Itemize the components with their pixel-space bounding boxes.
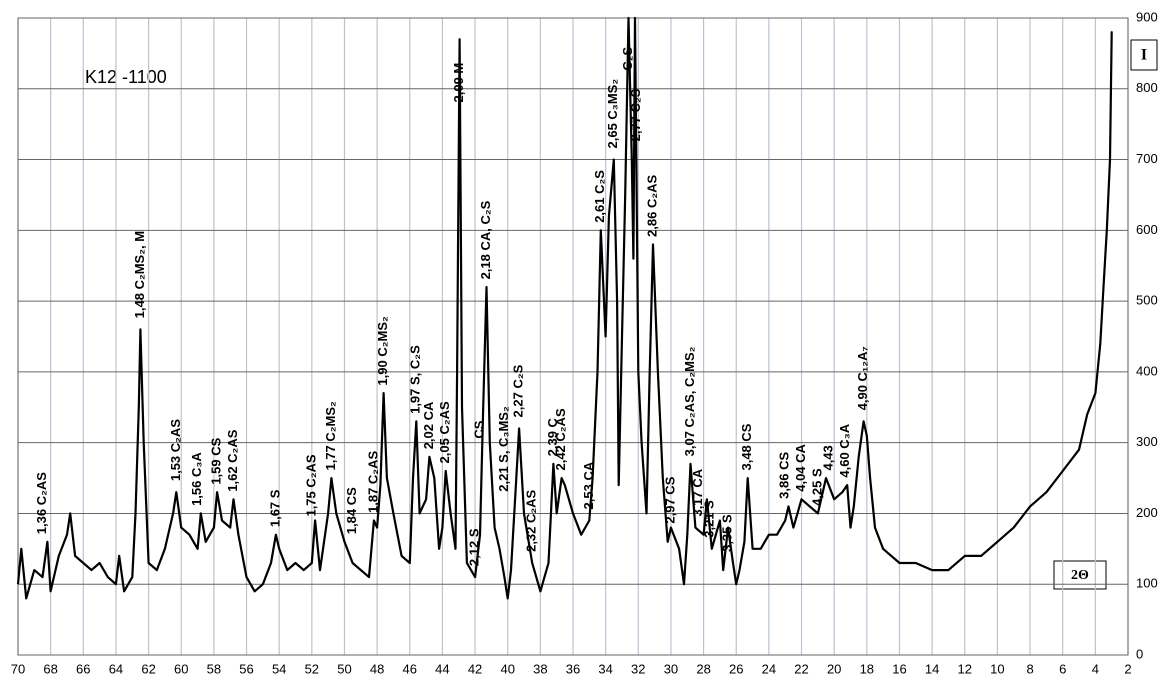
x-tick-label: 56 — [239, 661, 253, 676]
peak-label: 3,48 CS — [739, 423, 754, 470]
x-tick-label: 32 — [631, 661, 645, 676]
peak-label: 2,39 C — [545, 417, 560, 456]
peak-label: 2,21 S, C₃MS₂ — [496, 406, 511, 492]
peak-label: 3,35 S — [720, 514, 735, 552]
peak-label: 1,87 C₂AS — [365, 451, 380, 513]
peak-label: 1,75 C₂AS — [303, 454, 318, 516]
peak-label: 1,84 CS — [344, 487, 359, 534]
x-tick-label: 36 — [566, 661, 580, 676]
x-tick-label: 68 — [43, 661, 57, 676]
peak-label: 3,07 C₂AS, C₂MS₂ — [682, 346, 697, 456]
peak-label: 2,77 C₂S — [628, 88, 643, 141]
y-tick-label: 200 — [1136, 505, 1158, 520]
x-tick-label: 50 — [337, 661, 351, 676]
peak-label: 2,97 CS — [662, 476, 677, 523]
y-tick-label: 400 — [1136, 363, 1158, 378]
peak-label: 2,32 C₂AS — [524, 489, 539, 551]
peak-label: 1,90 C₂MS₂ — [375, 316, 390, 386]
x-axis-label: 2Θ — [1071, 568, 1089, 583]
x-tick-label: 14 — [925, 661, 939, 676]
x-tick-label: 60 — [174, 661, 188, 676]
peak-label: 4,43 — [821, 445, 836, 470]
peak-label: 1,59 CS — [209, 437, 224, 484]
x-tick-label: 2 — [1124, 661, 1131, 676]
peak-label: 2,61 C₂S — [592, 170, 607, 223]
peak-label: 2,42 C₂AS — [553, 408, 568, 470]
plot-frame — [17, 17, 1129, 656]
x-tick-label: 12 — [958, 661, 972, 676]
peak-label: 1,67 S — [267, 489, 282, 527]
y-tick-label: 600 — [1136, 222, 1158, 237]
peak-label: 2,86 C₂AS — [644, 174, 659, 236]
x-tick-label: 10 — [990, 661, 1004, 676]
x-tick-label: 40 — [500, 661, 514, 676]
x-tick-label: 64 — [109, 661, 123, 676]
y-tick-label: 900 — [1136, 9, 1158, 24]
x-tick-label: 48 — [370, 661, 384, 676]
diffraction-line — [16, 16, 1113, 600]
peak-label: C₂S — [620, 46, 635, 70]
x-tick-label: 24 — [762, 661, 776, 676]
y-axis-label: I — [1141, 47, 1147, 64]
y-tick-label: 100 — [1136, 576, 1158, 591]
peak-label: 4,04 CA — [793, 443, 808, 491]
x-tick-label: 62 — [141, 661, 155, 676]
y-tick-label: 700 — [1136, 151, 1158, 166]
x-tick-label: 18 — [860, 661, 874, 676]
x-tick-label: 38 — [533, 661, 547, 676]
x-tick-label: 52 — [305, 661, 319, 676]
x-tick-label: 34 — [598, 661, 612, 676]
x-tick-label: 6 — [1059, 661, 1066, 676]
peak-label: 1,62 C₂AS — [225, 429, 240, 491]
peak-label: 1,56 C₃A — [189, 452, 204, 506]
peak-label: 1,97 S, C₂S — [408, 345, 423, 414]
peak-label: 3,86 CS — [777, 452, 792, 499]
y-tick-label: 500 — [1136, 293, 1158, 308]
peak-label: 4,90 C₁₂A₇ — [855, 346, 870, 410]
x-tick-label: 8 — [1026, 661, 1033, 676]
x-tick-label: 46 — [403, 661, 417, 676]
peak-label: 2,27 C₂S — [511, 364, 526, 417]
x-tick-label: 16 — [892, 661, 906, 676]
peak-label: 3,17 CA — [690, 468, 705, 516]
peak-label: 2,65 C₃MS₂ — [605, 79, 620, 149]
y-tick-label: 0 — [1136, 646, 1143, 661]
x-tick-label: 54 — [272, 661, 286, 676]
x-tick-label: 42 — [468, 661, 482, 676]
x-tick-label: 66 — [76, 661, 90, 676]
y-label-box — [1130, 39, 1158, 71]
x-tick-label: 44 — [435, 661, 449, 676]
peak-label: 1,53 C₂AS — [168, 419, 183, 481]
x-tick-label: 28 — [696, 661, 710, 676]
peak-label: 2,05 C₂AS — [437, 401, 452, 463]
peak-label: 2,02 CA — [421, 401, 436, 449]
peak-label: 3,21 S — [702, 500, 717, 538]
peak-label: 1,48 C₂MS₂, M — [132, 231, 147, 318]
x-tick-label: 58 — [207, 661, 221, 676]
peak-label: 2,12 S — [466, 528, 481, 566]
peak-label: 2,18 CA, C₂S — [478, 200, 493, 279]
y-tick-label: 800 — [1136, 80, 1158, 95]
chart-title: K12 -1100 — [85, 67, 167, 87]
peak-label: 2,09 M — [451, 63, 466, 103]
peak-label: 2,53 CA — [581, 461, 596, 509]
peak-label: 1,36 C₂AS — [34, 472, 49, 534]
x-tick-label: 20 — [827, 661, 841, 676]
peak-label: 4,60 C₃A — [837, 423, 852, 477]
x-tick-label: 22 — [794, 661, 808, 676]
y-tick-label: 300 — [1136, 434, 1158, 449]
x-tick-label: 4 — [1092, 661, 1099, 676]
x-tick-label: 30 — [664, 661, 678, 676]
peak-label: 4,25 S — [809, 468, 824, 506]
peak-label: CS — [471, 420, 486, 438]
x-tick-label: 70 — [11, 661, 25, 676]
peak-label: 1,77 C₂MS₂ — [323, 401, 338, 471]
x-tick-label: 26 — [729, 661, 743, 676]
